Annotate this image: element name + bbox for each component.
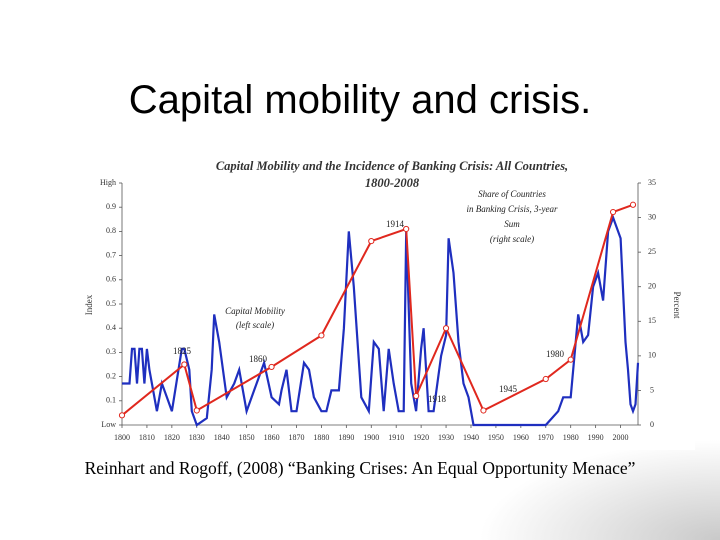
y-tick-label: 0.2	[106, 371, 116, 380]
series-line	[121, 203, 634, 417]
annotation: 1860	[249, 354, 268, 364]
point	[609, 208, 617, 216]
chart-title: 1800-2008	[365, 176, 420, 190]
y2-tick-label: 30	[648, 212, 656, 221]
x-tick-label: 1940	[463, 433, 479, 442]
y-tick-label: 0.9	[106, 202, 116, 211]
annotation: Sum	[504, 219, 520, 229]
x-tick-label: 1970	[538, 433, 554, 442]
chart-background	[60, 155, 695, 450]
x-tick-label: 1810	[139, 433, 155, 442]
annotation: (left scale)	[236, 320, 274, 330]
annotation: 1980	[546, 349, 565, 359]
x-tick-label: 1880	[313, 433, 329, 442]
point	[629, 201, 637, 208]
point	[318, 332, 325, 339]
annotation: Share of Countries	[478, 189, 546, 199]
x-tick-label: 1980	[563, 433, 579, 442]
y2-tick-label: 0	[650, 420, 654, 429]
point	[181, 361, 188, 368]
x-tick-label: 1850	[239, 433, 255, 442]
slide-title: Capital mobility and crisis.	[128, 78, 592, 122]
x-tick-label: 1950	[488, 433, 504, 442]
y-tick-label: 0.7	[106, 250, 116, 259]
point	[567, 356, 574, 363]
x-tick-label: 1910	[388, 433, 404, 442]
x-tick-label: 1870	[288, 433, 304, 442]
point	[480, 407, 487, 414]
y2-tick-label: 5	[650, 385, 654, 394]
y2-tick-label: 10	[648, 351, 656, 360]
x-tick-label: 1830	[189, 433, 205, 442]
y-axis-label: Index	[84, 294, 94, 315]
annotation: Capital Mobility	[225, 306, 285, 316]
y2-tick-label: 15	[648, 316, 656, 325]
x-tick-label: 1860	[264, 433, 280, 442]
annotation: 1918	[428, 394, 447, 404]
annotation: in Banking Crisis, 3-year	[467, 204, 558, 214]
x-tick-label: 1840	[214, 433, 230, 442]
annotation: 1914	[386, 219, 405, 229]
y-tick-label: 0.5	[106, 299, 116, 308]
y-tick-label: 0.4	[106, 323, 116, 332]
annotation: (right scale)	[490, 234, 534, 244]
y-tick-label: 0.1	[106, 396, 116, 405]
annotation: 1945	[499, 384, 518, 394]
decoration	[480, 440, 720, 540]
x-tick-label: 1890	[338, 433, 354, 442]
chart-title: Capital Mobility and the Incidence of Ba…	[216, 159, 568, 173]
y2-tick-label: 25	[648, 247, 656, 256]
x-tick-label: 1930	[438, 433, 454, 442]
caption: Reinhart and Rogoff, (2008) “Banking Cri…	[84, 458, 636, 478]
y-tick-label: 0.3	[106, 347, 116, 356]
point	[118, 412, 126, 419]
point	[542, 375, 549, 383]
y2-tick-label: 20	[648, 282, 656, 291]
x-tick-label: 1900	[363, 433, 379, 442]
y-tick-label: 0.6	[106, 275, 116, 284]
x-tick-label: 1990	[588, 433, 604, 442]
x-tick-label: 1920	[413, 433, 429, 442]
x-tick-label: 1960	[513, 433, 529, 442]
y-tick-label: 0.8	[106, 226, 116, 235]
y-tick-label: High	[100, 178, 116, 187]
x-tick-label: 1800	[114, 433, 130, 442]
point	[368, 237, 375, 245]
y2-tick-label: 35	[648, 178, 656, 187]
point	[268, 363, 275, 371]
y2-axis-label: Percent	[672, 292, 682, 319]
x-tick-label: 2000	[613, 433, 629, 442]
annotation: 1825	[173, 346, 192, 356]
point	[403, 225, 410, 233]
x-tick-label: 1820	[164, 433, 180, 442]
point	[413, 392, 420, 400]
point	[193, 407, 200, 414]
point	[442, 325, 450, 332]
y-tick-label: Low	[101, 420, 116, 429]
